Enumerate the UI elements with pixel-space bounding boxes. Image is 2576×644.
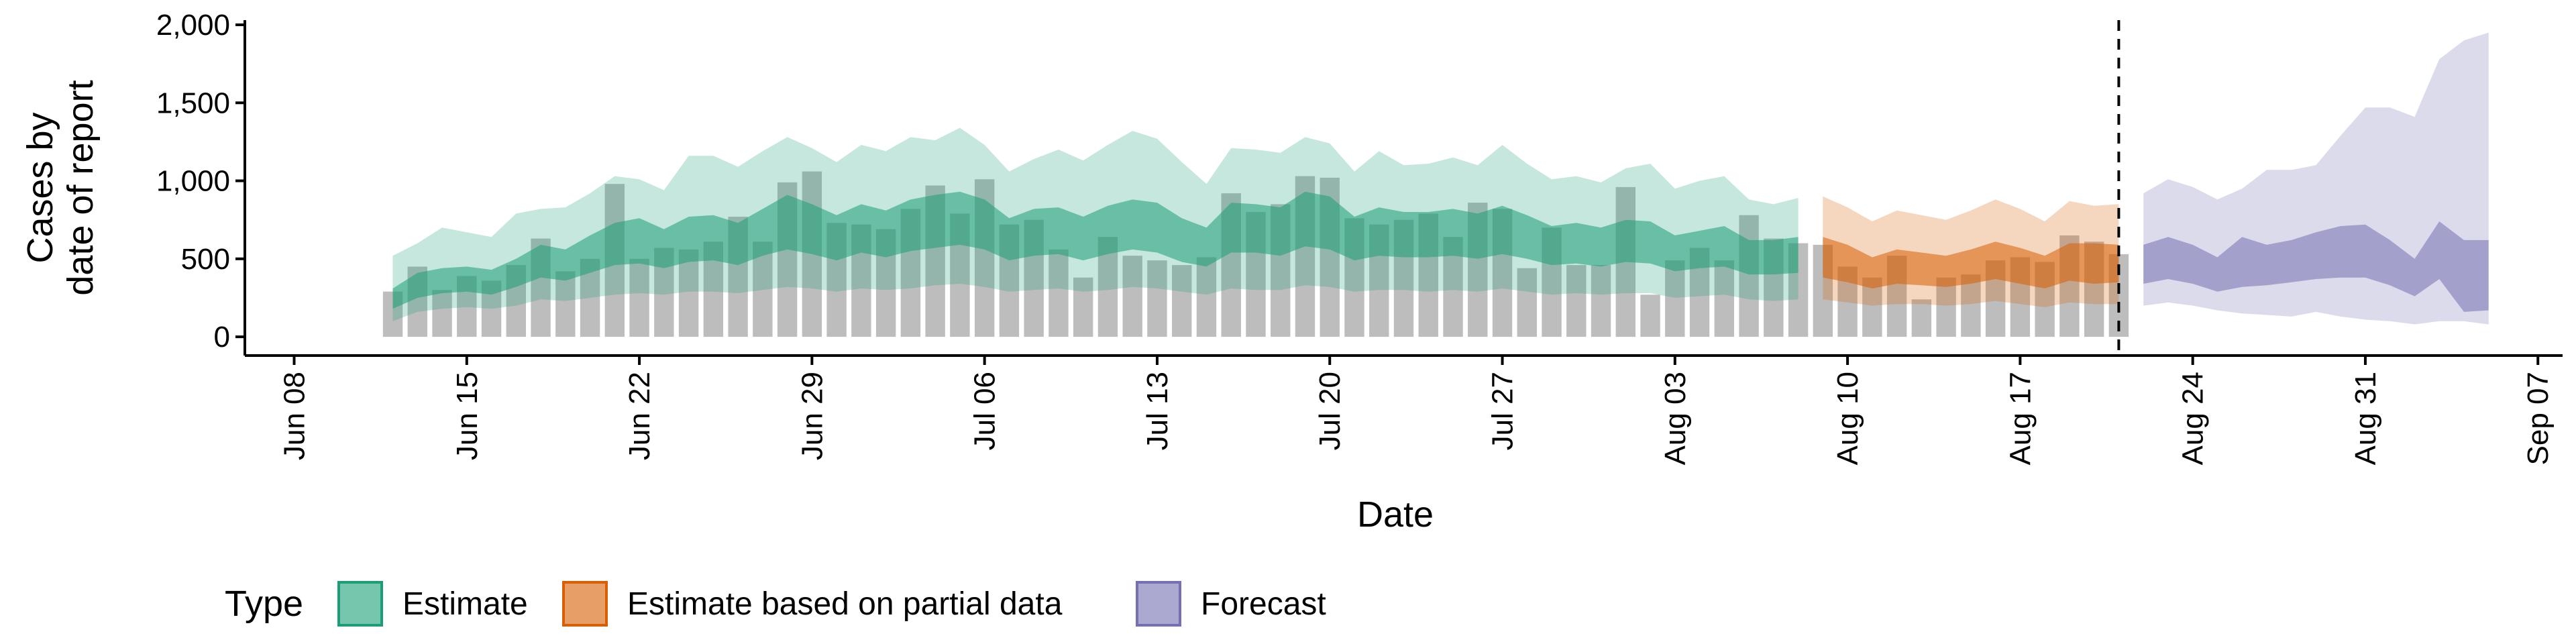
legend-swatch	[1136, 581, 1181, 627]
x-tick-label: Jul 13	[1141, 372, 1174, 450]
bar	[1073, 277, 1093, 337]
bar	[1517, 268, 1537, 337]
y-axis-label-line: date of report	[60, 80, 101, 295]
estimate-inner-band	[392, 191, 1799, 309]
bands-layer	[392, 32, 2489, 325]
legend-entry-label: Estimate	[402, 586, 528, 622]
y-axis-label: Cases by date of report	[20, 80, 101, 295]
x-tick-label: Aug 24	[2177, 372, 2210, 465]
bar	[1591, 265, 1611, 337]
bar	[1172, 265, 1192, 337]
x-tick-label: Aug 03	[1659, 372, 1692, 465]
x-tick-label: Jun 29	[796, 372, 828, 460]
y-tick-label: 1,500	[156, 87, 230, 119]
y-tick-label: 500	[181, 243, 230, 276]
x-tick-label: Jun 22	[623, 372, 656, 460]
forecast-inner-band	[2143, 221, 2489, 312]
x-tick-label: Jun 15	[451, 372, 484, 460]
x-tick-label: Jul 27	[1487, 372, 1519, 450]
legend-entry-label: Forecast	[1201, 586, 1326, 622]
legend-entry-label: Estimate based on partial data	[627, 586, 1063, 622]
legend-swatch	[562, 581, 608, 627]
bar	[1566, 265, 1587, 337]
x-tick-label: Sep 07	[2522, 372, 2555, 465]
bar	[555, 271, 576, 337]
x-tick-label: Jul 06	[969, 372, 1002, 450]
bar	[432, 290, 452, 337]
bar	[1147, 260, 1167, 337]
bar	[1122, 256, 1142, 337]
x-axis: Jun 08 Jun 15 Jun 22 Jun 29 Jul 06 Jul 13 Jul …	[245, 354, 2563, 465]
bar	[1739, 215, 1759, 337]
bar	[1665, 260, 1685, 337]
bar	[1640, 294, 1660, 337]
legend-swatch	[337, 581, 383, 627]
y-tick-label: 0	[214, 321, 230, 354]
bar	[1714, 260, 1735, 337]
bar	[629, 258, 649, 337]
y-axis-label-line: Cases by	[20, 112, 60, 263]
x-tick-label: Aug 17	[2004, 372, 2037, 465]
bar	[678, 249, 699, 337]
y-axis: 0 500 1,000 1,500 2,000	[156, 9, 246, 356]
bar	[1961, 274, 1981, 337]
y-tick-label: 2,000	[156, 9, 230, 42]
x-axis-label: Date	[1357, 494, 1434, 535]
x-tick-label: Aug 31	[2349, 372, 2382, 465]
bar	[1049, 249, 1069, 337]
x-tick-label: Jul 20	[1313, 372, 1346, 450]
bar	[1911, 299, 1932, 337]
estimate-based-on-partial-data-inner-band	[1823, 237, 2119, 288]
x-tick-label: Jun 08	[278, 372, 311, 460]
legend: Type Estimate Estimate based on partial da…	[225, 581, 1326, 627]
y-tick-label: 1,000	[156, 165, 230, 198]
x-tick-label: Aug 10	[1831, 372, 1864, 465]
legend-title: Type	[225, 584, 303, 624]
bar	[1196, 257, 1217, 337]
bar	[1936, 277, 1956, 337]
